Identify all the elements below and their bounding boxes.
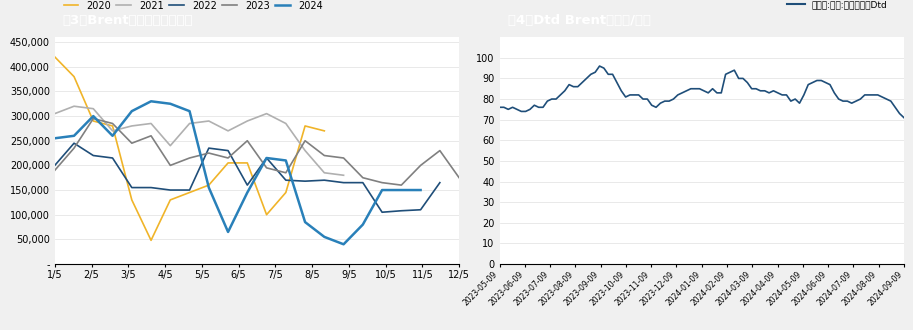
Text: 图4：Dtd Brent（美元/桶）: 图4：Dtd Brent（美元/桶） [508, 14, 651, 27]
Legend: 现货价:原油:英国布伦特Dtd: 现货价:原油:英国布伦特Dtd [783, 0, 891, 13]
Text: 图3：Brent基金净持仓（手）: 图3：Brent基金净持仓（手） [63, 14, 194, 27]
Legend: 2020, 2021, 2022, 2023, 2024: 2020, 2021, 2022, 2023, 2024 [59, 0, 327, 15]
